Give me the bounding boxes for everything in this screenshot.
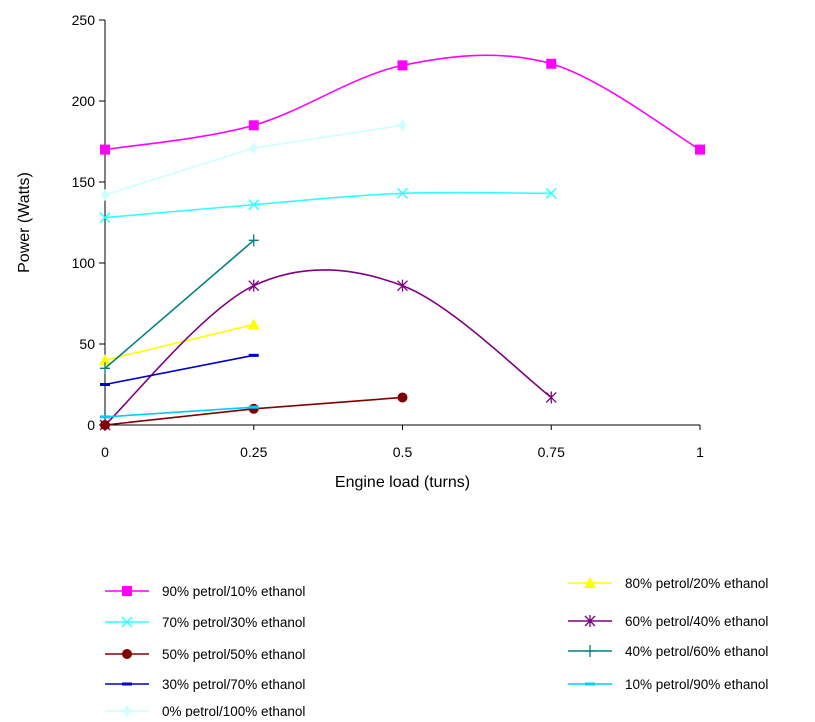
- series-5: [100, 234, 259, 375]
- legend-label: 60% petrol/40% ethanol: [625, 614, 768, 629]
- data-point: [396, 187, 409, 199]
- series-8: [101, 119, 407, 201]
- data-point: [100, 362, 110, 375]
- series-line: [104, 354, 254, 386]
- y-axis-title: Power (Watts): [16, 172, 33, 273]
- legend-swatch-marker: [584, 615, 596, 627]
- series-4: [100, 392, 408, 430]
- series-6: [100, 353, 259, 386]
- x-axis-title: Engine load (turns): [335, 474, 470, 491]
- legend-item: 30% petrol/70% ethanol: [105, 677, 305, 692]
- legend-label: 40% petrol/60% ethanol: [625, 644, 768, 659]
- data-point: [695, 144, 705, 155]
- legend-label: 30% petrol/70% ethanol: [162, 677, 305, 692]
- data-point: [248, 279, 260, 292]
- legend-label: 80% petrol/20% ethanol: [625, 576, 768, 591]
- series-layer: [99, 54, 705, 431]
- series-1: [99, 318, 260, 366]
- legend-swatch-marker: [585, 645, 595, 657]
- series-3: [99, 269, 557, 431]
- data-point: [248, 234, 259, 247]
- data-point: [100, 144, 110, 155]
- data-point: [247, 318, 260, 330]
- y-tick-label: 0: [87, 417, 95, 433]
- legend-swatch-marker: [121, 616, 133, 628]
- data-point: [545, 391, 557, 404]
- data-point: [546, 58, 557, 69]
- legend-item: 40% petrol/60% ethanol: [568, 644, 768, 659]
- series-2: [99, 187, 557, 224]
- data-point: [397, 60, 408, 71]
- data-point: [248, 120, 259, 131]
- data-point: [99, 212, 111, 224]
- legend-swatch-marker: [122, 649, 132, 659]
- series-line: [104, 406, 254, 418]
- data-point: [398, 119, 407, 132]
- axes: 0 50 100 150 200 250 0 0.25 0.5 0.75 1 Engine load …: [16, 12, 704, 491]
- legend-item: 90% petrol/10% ethanol: [105, 584, 305, 599]
- series-line: [104, 239, 255, 369]
- data-point: [397, 392, 408, 403]
- series-line: [104, 191, 552, 219]
- legend-label: 0% petrol/100% ethanol: [162, 704, 305, 717]
- legend-swatch-marker: [123, 705, 131, 717]
- y-tick-label: 50: [79, 336, 95, 352]
- y-tick-label: 200: [72, 93, 96, 109]
- x-tick-label: 0.25: [240, 444, 267, 460]
- legend-swatch-marker: [122, 586, 132, 596]
- data-point: [545, 187, 557, 199]
- legend-item: 60% petrol/40% ethanol: [568, 614, 768, 629]
- series-0: [100, 54, 705, 155]
- series-line: [104, 124, 403, 196]
- x-tick-label: 0: [101, 444, 109, 460]
- series-line: [104, 323, 254, 361]
- legend-item: 0% petrol/100% ethanol: [105, 704, 305, 719]
- legend-label: 70% petrol/30% ethanol: [162, 615, 305, 630]
- data-point: [249, 141, 258, 154]
- data-point: [397, 279, 408, 292]
- data-point: [101, 188, 109, 201]
- y-tick-label: 150: [72, 174, 96, 190]
- legend-item: 80% petrol/20% ethanol: [568, 576, 768, 591]
- data-point: [99, 354, 111, 366]
- legend-item: 70% petrol/30% ethanol: [105, 615, 305, 630]
- x-tick-label: 0.5: [393, 444, 413, 460]
- legend-label: 10% petrol/90% ethanol: [625, 677, 768, 692]
- legend-label: 90% petrol/10% ethanol: [162, 584, 305, 599]
- x-tick-label: 1: [696, 444, 704, 460]
- legend-label: 50% petrol/50% ethanol: [162, 647, 305, 662]
- series-line: [104, 269, 552, 426]
- data-point: [248, 403, 259, 414]
- legend-item: 50% petrol/50% ethanol: [105, 647, 305, 662]
- data-point: [248, 199, 260, 211]
- series-7: [100, 405, 259, 419]
- y-tick-label: 250: [72, 12, 96, 28]
- x-tick-label: 0.75: [538, 444, 565, 460]
- legend-swatch-marker: [584, 577, 596, 588]
- data-point: [100, 420, 110, 430]
- legend-item: 10% petrol/90% ethanol: [568, 677, 768, 692]
- legend: 90% petrol/10% ethanol 80% petrol/20% eth…: [105, 576, 768, 719]
- y-tick-label: 100: [72, 255, 96, 271]
